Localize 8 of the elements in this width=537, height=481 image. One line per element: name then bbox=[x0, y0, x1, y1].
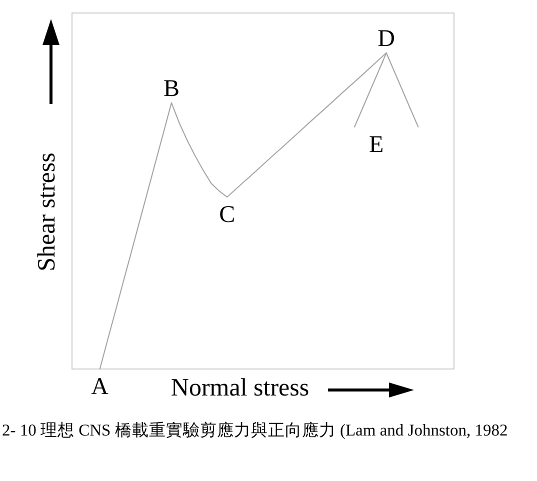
y-axis-title: Shear stress bbox=[34, 152, 60, 272]
point-label: C bbox=[219, 202, 236, 228]
annotation: E bbox=[369, 132, 384, 158]
point-label: D bbox=[378, 26, 396, 52]
point-label: A bbox=[91, 374, 109, 400]
text: 2- 10 理想 CNS 橋載重實驗剪應力與正向應力 (Lam and Johnston, 1982 bbox=[2, 420, 508, 440]
point-label: B bbox=[163, 76, 180, 102]
x-axis-title: Normal stress bbox=[170, 374, 310, 402]
